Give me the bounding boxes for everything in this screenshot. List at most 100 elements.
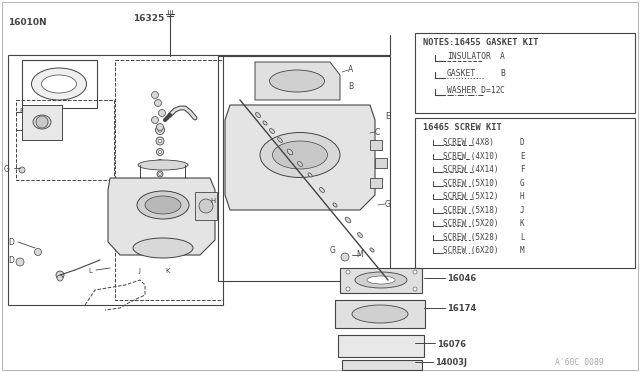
Text: SCREW (4X8): SCREW (4X8) <box>443 138 494 147</box>
Polygon shape <box>225 105 375 210</box>
Text: 14003J: 14003J <box>435 358 467 367</box>
Text: H: H <box>210 198 215 204</box>
Ellipse shape <box>31 68 86 100</box>
Text: 16076: 16076 <box>437 340 466 349</box>
Circle shape <box>154 99 161 106</box>
Bar <box>195 192 217 220</box>
Ellipse shape <box>260 132 340 177</box>
Ellipse shape <box>319 187 324 192</box>
Bar <box>342 360 422 370</box>
Bar <box>415 118 635 268</box>
Text: M: M <box>356 250 363 259</box>
Text: G: G <box>330 246 336 255</box>
Text: SCREW (5X12): SCREW (5X12) <box>443 192 499 201</box>
Circle shape <box>157 124 163 131</box>
Circle shape <box>413 287 417 291</box>
Text: L: L <box>520 232 525 241</box>
Circle shape <box>36 116 48 128</box>
Text: SCREW (5X28): SCREW (5X28) <box>443 232 499 241</box>
Text: 16174: 16174 <box>447 304 476 313</box>
Text: M: M <box>520 246 525 255</box>
Bar <box>8 55 223 305</box>
Text: GASKET: GASKET <box>447 69 476 78</box>
Text: A: A <box>500 52 505 61</box>
Polygon shape <box>108 178 215 255</box>
Text: G: G <box>4 165 10 174</box>
Text: NOTES:16455 GASKET KIT: NOTES:16455 GASKET KIT <box>423 38 538 47</box>
Circle shape <box>16 258 24 266</box>
Circle shape <box>156 125 164 135</box>
Ellipse shape <box>33 115 51 129</box>
Text: C: C <box>500 86 505 95</box>
Circle shape <box>158 139 162 143</box>
Circle shape <box>413 270 417 274</box>
Text: WASHER D=12: WASHER D=12 <box>447 86 500 95</box>
Ellipse shape <box>333 203 337 207</box>
Text: SCREW (4X10): SCREW (4X10) <box>443 151 499 160</box>
Text: D: D <box>8 238 14 247</box>
Text: F: F <box>520 165 525 174</box>
Ellipse shape <box>145 196 181 214</box>
Circle shape <box>35 248 42 256</box>
Text: G: G <box>385 200 391 209</box>
Text: J: J <box>138 268 140 274</box>
Bar <box>335 300 425 328</box>
Text: D: D <box>520 138 525 147</box>
Text: L: L <box>88 268 92 274</box>
Ellipse shape <box>273 141 328 169</box>
Text: J: J <box>520 205 525 215</box>
Ellipse shape <box>255 113 260 118</box>
Text: SCREW (5X10): SCREW (5X10) <box>443 179 499 187</box>
Text: 16325: 16325 <box>133 14 164 23</box>
Circle shape <box>199 199 213 213</box>
Circle shape <box>152 116 159 124</box>
Ellipse shape <box>308 173 312 177</box>
Bar <box>22 105 62 140</box>
Bar <box>22 60 97 108</box>
Text: 16046: 16046 <box>447 274 476 283</box>
Ellipse shape <box>370 248 374 252</box>
Circle shape <box>155 180 165 190</box>
Ellipse shape <box>345 217 351 223</box>
Text: A: A <box>348 65 353 74</box>
Circle shape <box>346 270 350 274</box>
Text: SCREW (4X14): SCREW (4X14) <box>443 165 499 174</box>
Ellipse shape <box>133 238 193 258</box>
Bar <box>16 100 114 180</box>
Bar <box>375 158 387 168</box>
Text: F: F <box>19 108 23 114</box>
Bar <box>370 178 382 188</box>
Circle shape <box>156 137 164 145</box>
Text: G: G <box>520 179 525 187</box>
Circle shape <box>159 150 161 154</box>
Text: K: K <box>165 268 170 274</box>
Circle shape <box>157 148 163 155</box>
Bar <box>338 335 424 357</box>
Circle shape <box>159 173 161 175</box>
Ellipse shape <box>352 305 408 323</box>
Text: K: K <box>520 219 525 228</box>
Circle shape <box>152 92 159 99</box>
Bar <box>415 33 635 113</box>
Circle shape <box>158 128 162 132</box>
Ellipse shape <box>269 70 324 92</box>
Bar <box>218 56 390 281</box>
Text: B: B <box>500 69 505 78</box>
Ellipse shape <box>269 129 275 134</box>
Ellipse shape <box>278 138 282 142</box>
Circle shape <box>56 271 64 279</box>
Text: SCREW (5X18): SCREW (5X18) <box>443 205 499 215</box>
Bar <box>370 140 382 150</box>
Ellipse shape <box>358 232 362 237</box>
Ellipse shape <box>355 272 407 288</box>
Circle shape <box>157 171 163 177</box>
Circle shape <box>157 183 163 187</box>
Bar <box>340 268 422 293</box>
Circle shape <box>159 109 166 116</box>
Circle shape <box>159 161 161 164</box>
Text: C: C <box>375 128 380 137</box>
Text: INSULATOR: INSULATOR <box>447 52 491 61</box>
Polygon shape <box>255 62 340 100</box>
Text: 16010N: 16010N <box>8 18 47 27</box>
Text: E: E <box>520 151 525 160</box>
